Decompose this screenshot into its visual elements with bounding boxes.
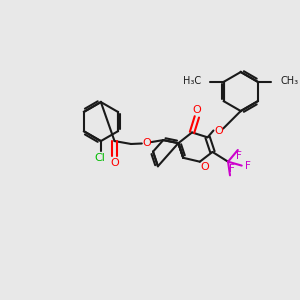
- Text: F: F: [236, 151, 242, 161]
- Text: Cl: Cl: [94, 153, 105, 163]
- Text: F: F: [229, 164, 235, 173]
- Text: F: F: [244, 160, 250, 171]
- Text: O: O: [142, 138, 151, 148]
- Text: H₃C: H₃C: [183, 76, 201, 86]
- Text: O: O: [110, 158, 119, 167]
- Text: O: O: [214, 125, 223, 136]
- Text: CH₃: CH₃: [280, 76, 298, 86]
- Text: O: O: [200, 162, 209, 172]
- Text: O: O: [193, 105, 201, 115]
